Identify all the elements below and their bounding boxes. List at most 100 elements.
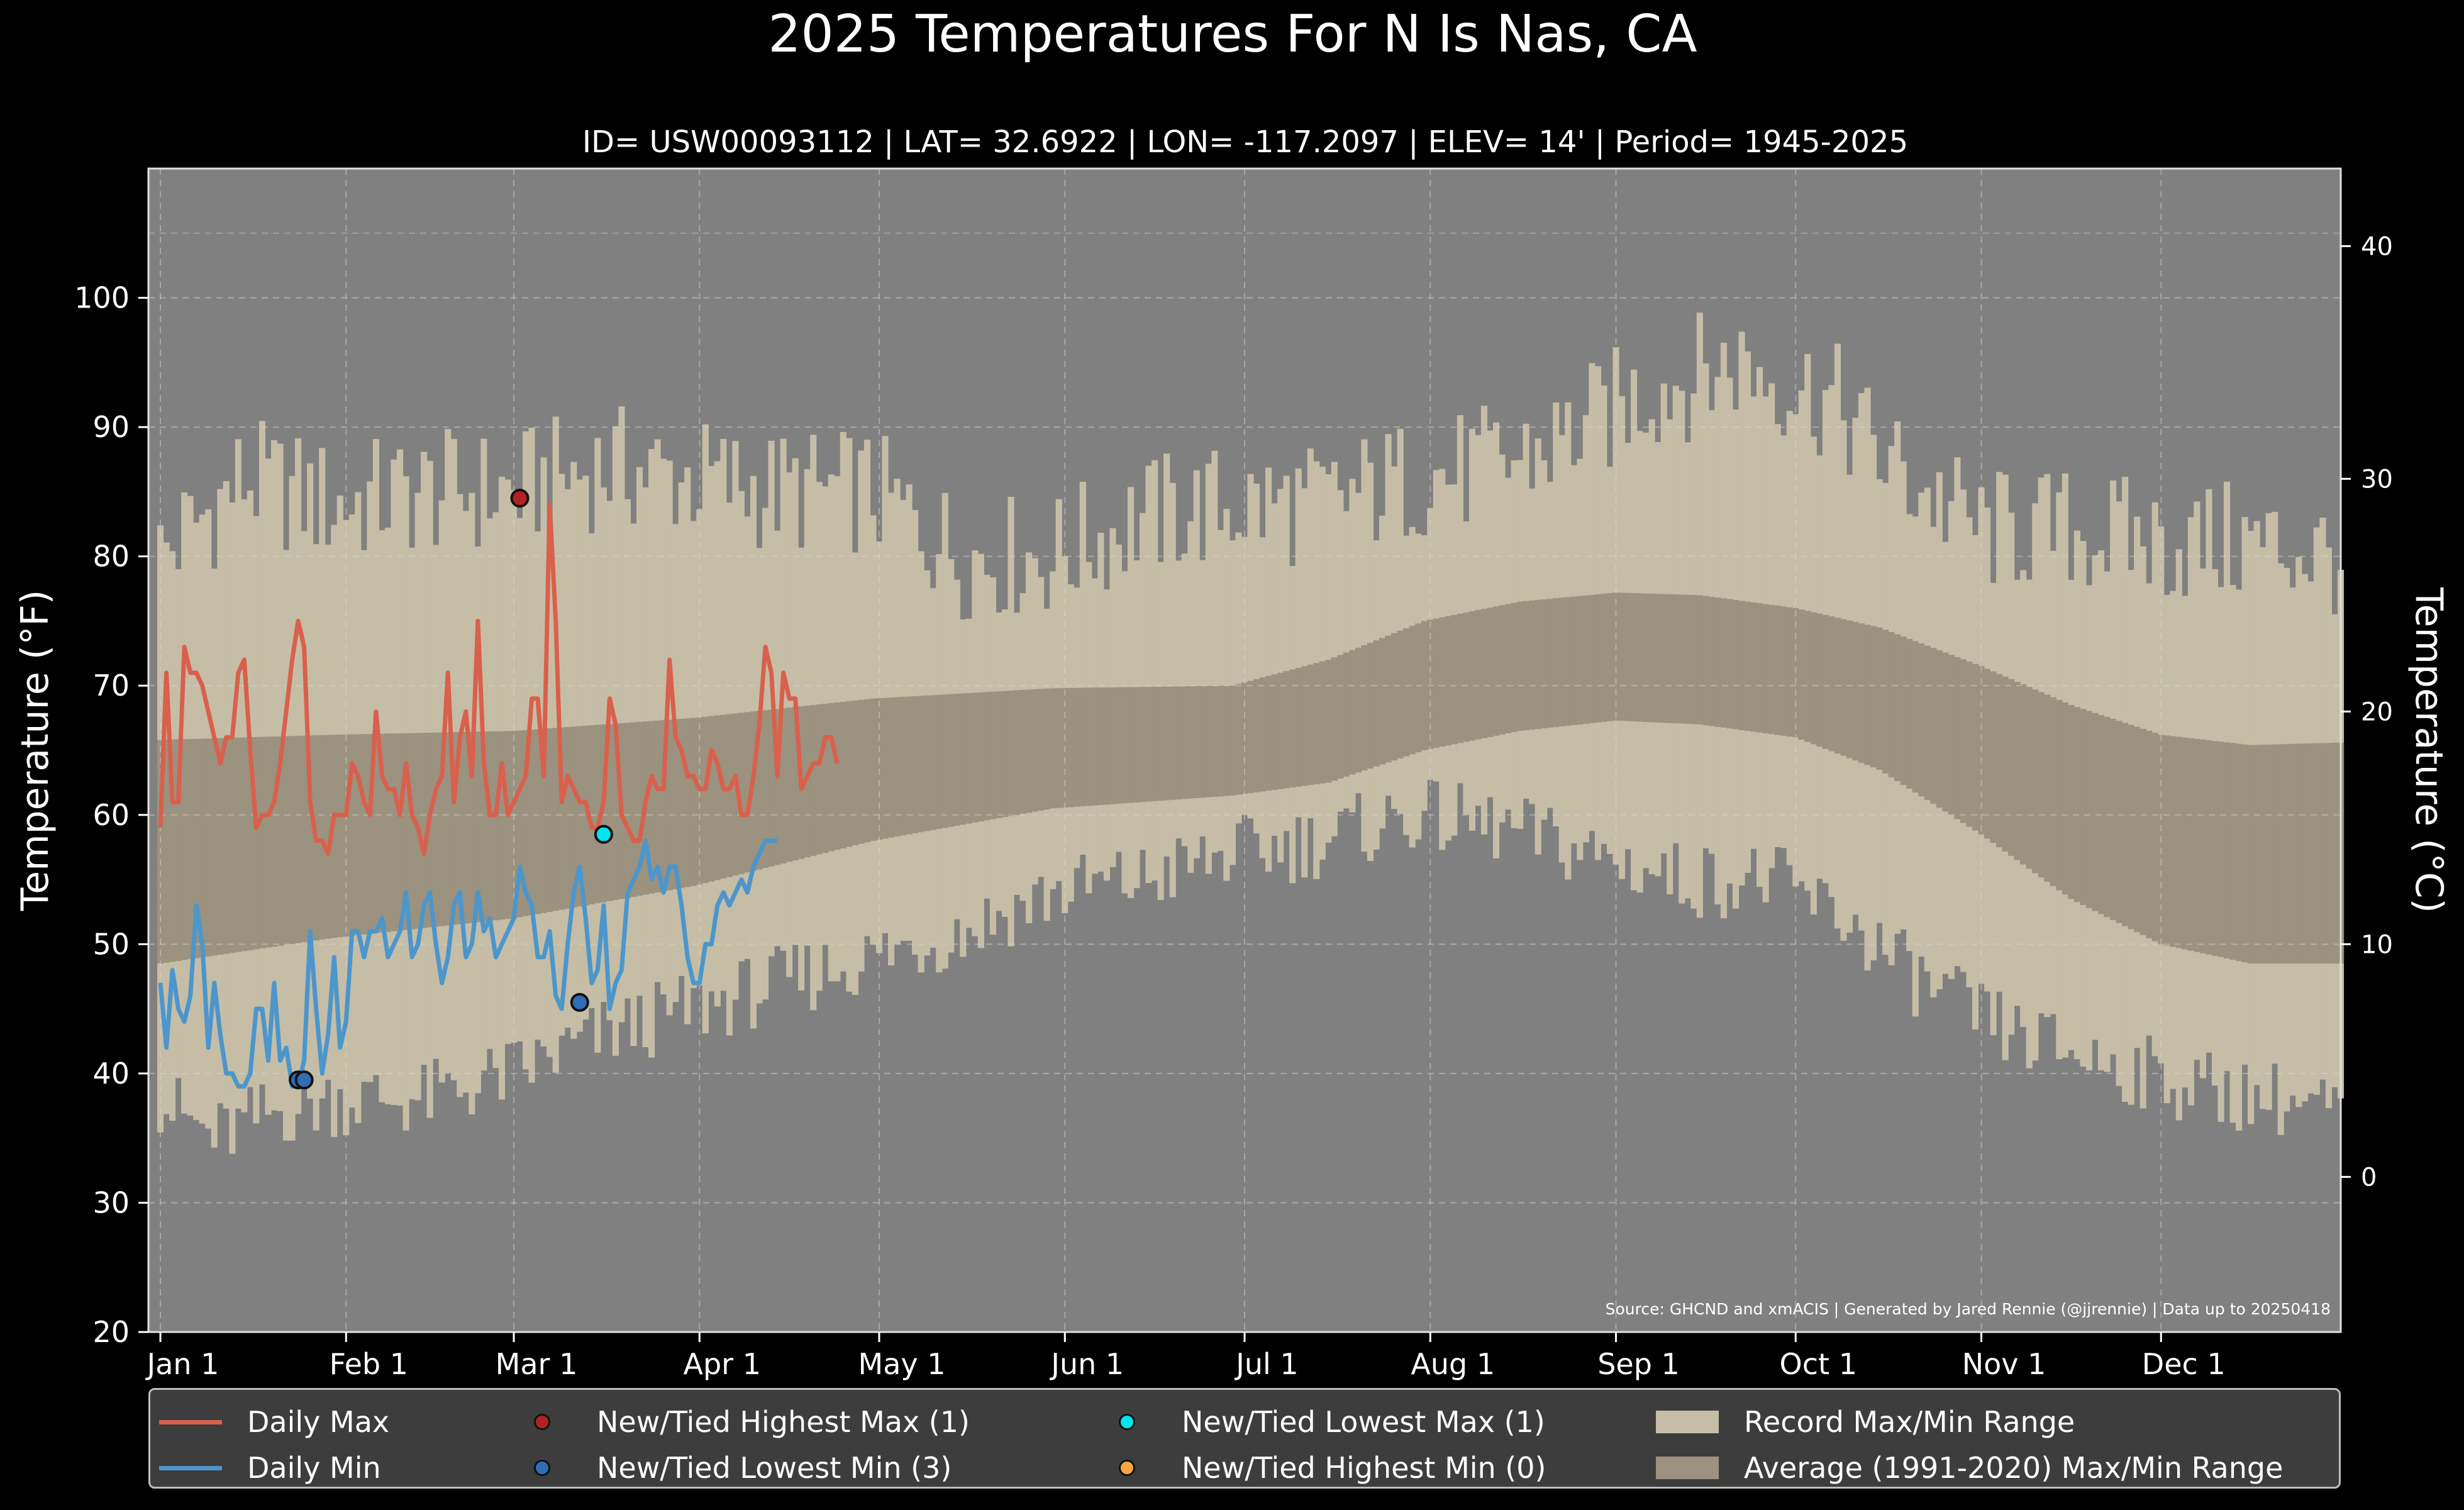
average-range-bar — [1343, 652, 1350, 777]
average-range-bar — [457, 732, 463, 924]
average-range-bar — [630, 722, 637, 897]
average-range-bar — [1852, 621, 1859, 761]
average-range-bar — [1612, 592, 1619, 721]
y-axis-left-label: Temperature (°F) — [13, 590, 57, 911]
average-range-bar — [348, 734, 355, 936]
average-range-bar — [1918, 643, 1925, 797]
average-range-bar — [1397, 630, 1404, 758]
average-range-bar — [1768, 604, 1775, 735]
average-range-bar — [355, 734, 362, 935]
average-range-bar — [1199, 686, 1206, 798]
average-range-bar — [756, 711, 763, 870]
average-range-bar — [1319, 661, 1326, 784]
average-range-bar — [1253, 679, 1260, 792]
average-range-bar — [2146, 731, 2153, 938]
legend-item-lowest-min: New/Tied Lowest Min (3) — [509, 1448, 952, 1487]
average-range-bar — [1684, 594, 1691, 724]
y-tick-label-left: 90 — [92, 410, 130, 444]
average-range-bar — [1031, 689, 1038, 812]
average-range-bar — [953, 694, 960, 826]
average-range-bar — [1325, 660, 1332, 783]
legend-label: New/Tied Lowest Min (3) — [597, 1451, 952, 1485]
average-range-bar — [1972, 663, 1979, 831]
daily-min-line — [158, 838, 778, 1089]
average-range-bar — [1241, 682, 1248, 794]
average-range-bar — [1606, 593, 1614, 721]
average-range-bar — [1846, 620, 1853, 758]
y-tick-label-left: 70 — [92, 669, 130, 702]
average-range-bar — [504, 731, 511, 919]
average-range-bar — [540, 728, 547, 913]
average-range-bar — [1277, 672, 1284, 789]
legend-item-lowest-max: New/Tied Lowest Max (1) — [1094, 1402, 1545, 1441]
average-range-bar — [1152, 687, 1158, 801]
x-tick-label: Aug 1 — [1411, 1347, 1495, 1381]
average-range-bar — [445, 732, 452, 926]
legend-item-daily-max: Daily Max — [159, 1402, 389, 1441]
legend-item-highest-min: New/Tied Highest Min (0) — [1094, 1448, 1546, 1487]
average-range-bar — [863, 699, 871, 843]
average-range-bar — [1133, 687, 1140, 802]
y-tick-label-right: 30 — [2361, 465, 2393, 494]
average-range-bar — [1289, 669, 1296, 788]
average-range-bar — [223, 738, 230, 954]
average-range-bar — [2008, 679, 2015, 856]
average-range-bar — [2116, 721, 2123, 923]
average-range-bar — [1301, 666, 1308, 786]
average-range-bar — [402, 733, 409, 930]
average-range-bar — [738, 713, 745, 874]
average-range-bar — [1379, 638, 1386, 765]
y-tick-label-left: 30 — [92, 1185, 130, 1219]
average-range-bar — [2229, 743, 2236, 960]
average-range-bar — [1043, 688, 1050, 810]
average-range-bar — [977, 692, 984, 822]
average-range-bar — [391, 733, 397, 931]
record-range-bar — [1241, 536, 1248, 815]
average-range-bar — [1403, 628, 1410, 757]
average-range-bar — [1463, 612, 1470, 742]
average-range-bar — [852, 700, 858, 846]
legend: Daily Max Daily Min New/Tied Highest Max… — [148, 1388, 2341, 1489]
average-range-bar — [732, 713, 739, 876]
average-range-bar — [678, 718, 685, 889]
average-range-bar — [624, 723, 631, 898]
average-range-bar — [941, 694, 948, 828]
average-range-bar — [2062, 702, 2068, 895]
x-tick-label: Mar 1 — [496, 1347, 578, 1381]
average-range-bar — [606, 724, 613, 901]
average-range-bar — [1361, 645, 1368, 771]
average-range-bar — [1427, 619, 1434, 750]
record-range-bar — [1205, 464, 1212, 874]
average-range-bar — [1577, 596, 1584, 724]
average-range-bar — [834, 702, 841, 850]
average-range-swatch — [1656, 1457, 1719, 1479]
average-range-bar — [1888, 631, 1895, 777]
average-range-bar — [1295, 667, 1302, 787]
average-range-bar — [2097, 714, 2105, 914]
record-range-bar — [618, 406, 625, 1023]
y-axis-left: 20 30 40 50 60 70 80 90 100 — [74, 281, 148, 1349]
average-range-bar — [1624, 592, 1631, 721]
average-range-bar — [1007, 691, 1014, 816]
legend-label: Record Max/Min Range — [1744, 1405, 2075, 1439]
average-range-bar — [1307, 664, 1314, 786]
y-tick-label-left: 80 — [92, 540, 130, 574]
average-range-bar — [396, 733, 404, 931]
average-range-bar — [1690, 595, 1697, 724]
x-tick-label: Jan 1 — [145, 1347, 219, 1381]
record-range-bar — [1307, 448, 1314, 819]
average-range-bar — [2223, 742, 2231, 958]
average-range-bar — [2265, 744, 2272, 964]
highest-min-swatch — [1119, 1460, 1135, 1476]
average-range-bar — [1415, 623, 1422, 753]
legend-item-highest-max: New/Tied Highest Max (1) — [509, 1402, 970, 1441]
average-range-bar — [1181, 686, 1188, 799]
average-range-bar — [989, 691, 997, 819]
average-range-bar — [2331, 742, 2338, 964]
average-range-bar — [528, 730, 535, 916]
average-range-bar — [588, 725, 595, 904]
average-range-bar — [2284, 744, 2290, 964]
average-range-bar — [984, 692, 991, 821]
average-range-bar — [2211, 741, 2219, 956]
average-range-bar — [2085, 711, 2093, 908]
